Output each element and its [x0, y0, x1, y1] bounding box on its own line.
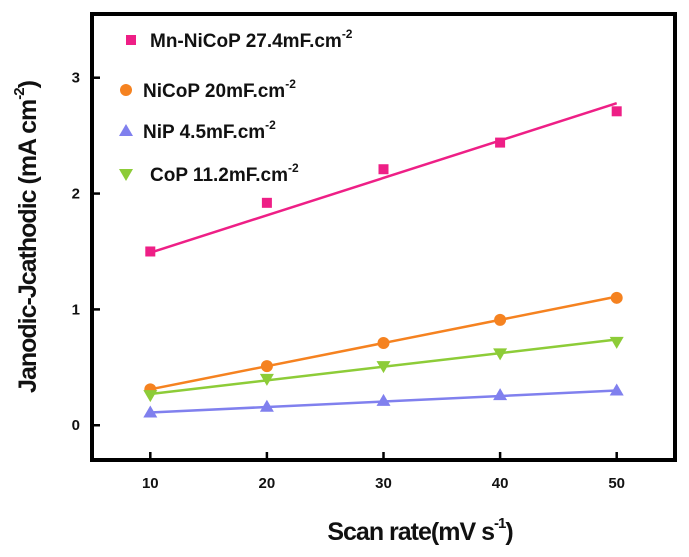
- point-s2-1: [259, 399, 274, 412]
- point-s3-3: [493, 348, 508, 361]
- point-s3-2: [376, 361, 391, 374]
- x-axis-title: Scan rate(mV s-1): [327, 515, 513, 546]
- point-s2-3: [493, 388, 508, 401]
- x-tick-label-3: 40: [492, 475, 509, 492]
- legend: Mn-NiCoP 27.4mF.cm-2 NiCoP 20mF.cm-2 NiP 4…: [119, 27, 353, 186]
- legend-label-2: NiP 4.5mF.cm-2: [143, 118, 276, 143]
- y-tick-label-1: 1: [72, 301, 80, 318]
- point-s0-0: [145, 246, 156, 257]
- data-markers: [143, 106, 624, 418]
- x-tick-label-1: 20: [259, 475, 276, 492]
- legend-label-3: CoP 11.2mF.cm-2: [150, 161, 299, 186]
- legend-label-0: Mn-NiCoP 27.4mF.cm-2: [150, 27, 353, 52]
- fit-line-0: [149, 102, 618, 254]
- point-s3-4: [609, 336, 624, 349]
- point-s3-1: [259, 373, 274, 386]
- point-s1-4: [610, 291, 623, 304]
- point-s0-2: [378, 164, 389, 175]
- x-tick-label-0: 10: [142, 475, 159, 492]
- point-s0-4: [611, 106, 622, 117]
- legend-label-1: NiCoP 20mF.cm-2: [143, 77, 296, 102]
- point-s1-1: [260, 360, 273, 373]
- x-axis-ticks: 10 20 30 40 50: [142, 452, 625, 492]
- point-s0-3: [495, 137, 506, 148]
- x-tick-label-2: 30: [375, 475, 392, 492]
- point-s2-0: [143, 405, 158, 418]
- legend-marker-3: [119, 169, 133, 181]
- y-axis-title: Janodic-Jcathodic (mA cm-2): [11, 80, 42, 393]
- legend-marker-1: [120, 84, 132, 96]
- point-s1-3: [494, 313, 507, 326]
- point-s1-2: [377, 336, 390, 349]
- y-tick-label-3: 3: [72, 70, 80, 87]
- point-s2-2: [376, 393, 391, 406]
- y-tick-label-0: 0: [72, 417, 80, 434]
- y-tick-label-2: 2: [72, 186, 80, 203]
- point-s2-4: [609, 383, 624, 396]
- legend-marker-2: [119, 124, 133, 136]
- legend-marker-0: [126, 35, 136, 45]
- point-s3-0: [143, 390, 158, 403]
- point-s0-1: [261, 197, 272, 208]
- y-axis-ticks: 0 1 2 3: [72, 70, 100, 434]
- x-tick-label-4: 50: [608, 475, 625, 492]
